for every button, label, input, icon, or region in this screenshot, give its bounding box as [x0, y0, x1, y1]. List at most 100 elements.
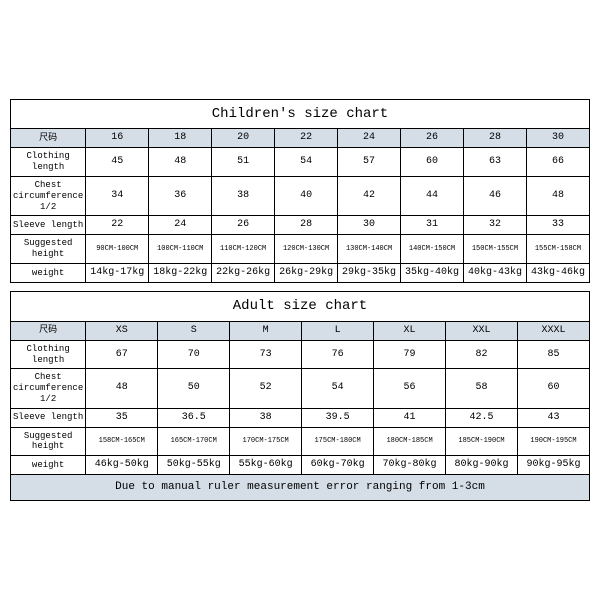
children-size-1: 18 — [149, 129, 212, 148]
adult-cell: 175CM-180CM — [302, 427, 374, 456]
adult-cell: 158CM-165CM — [86, 427, 158, 456]
adult-row-4-label: weight — [11, 456, 86, 475]
children-cell: 51 — [212, 148, 275, 177]
children-size-6: 28 — [463, 129, 526, 148]
adult-cell: 36.5 — [158, 408, 230, 427]
children-row-0: Clothing length 45 48 51 54 57 60 63 66 — [11, 148, 590, 177]
adult-size-2: M — [230, 321, 302, 340]
children-title-row: Children's size chart — [11, 99, 590, 129]
adult-cell: 50kg-55kg — [158, 456, 230, 475]
adult-table: Adult size chart 尺码 XS S M L XL XXL XXXL… — [10, 291, 590, 502]
adult-cell: 60 — [517, 369, 589, 408]
children-cell: 45 — [86, 148, 149, 177]
adult-row-3-label: Suggested height — [11, 427, 86, 456]
children-cell: 31 — [401, 216, 464, 235]
children-row-3: Suggested height 90CM-100CM 100CM-110CM … — [11, 235, 590, 264]
children-size-3: 22 — [275, 129, 338, 148]
adult-cell: 54 — [302, 369, 374, 408]
children-row-4-label: weight — [11, 263, 86, 282]
adult-footer-row: Due to manual ruler measurement error ra… — [11, 475, 590, 501]
children-cell: 46 — [463, 176, 526, 215]
children-cell: 130CM-140CM — [338, 235, 401, 264]
children-row-1-label: Chest circumference 1/2 — [11, 176, 86, 215]
adult-size-5: XXL — [446, 321, 518, 340]
children-cell: 14kg-17kg — [86, 263, 149, 282]
adult-cell: 82 — [446, 340, 518, 369]
adult-cell: 42.5 — [446, 408, 518, 427]
adult-size-3: L — [302, 321, 374, 340]
children-cell: 36 — [149, 176, 212, 215]
children-cell: 26 — [212, 216, 275, 235]
adult-cell: 41 — [374, 408, 446, 427]
adult-cell: 180CM-185CM — [374, 427, 446, 456]
adult-cell: 60kg-70kg — [302, 456, 374, 475]
children-header-label: 尺码 — [11, 129, 86, 148]
adult-row-3: Suggested height 158CM-165CM 165CM-170CM… — [11, 427, 590, 456]
children-cell: 60 — [401, 148, 464, 177]
children-cell: 155CM-158CM — [526, 235, 589, 264]
children-cell: 48 — [149, 148, 212, 177]
children-cell: 38 — [212, 176, 275, 215]
adult-size-chart: Adult size chart 尺码 XS S M L XL XXL XXXL… — [10, 291, 590, 502]
adult-cell: 48 — [86, 369, 158, 408]
children-cell: 110CM-120CM — [212, 235, 275, 264]
children-cell: 24 — [149, 216, 212, 235]
measurement-note: Due to manual ruler measurement error ra… — [11, 475, 590, 501]
adult-cell: 79 — [374, 340, 446, 369]
adult-cell: 39.5 — [302, 408, 374, 427]
children-header-row: 尺码 16 18 20 22 24 26 28 30 — [11, 129, 590, 148]
children-row-2: Sleeve length 22 24 26 28 30 31 32 33 — [11, 216, 590, 235]
children-cell: 28 — [275, 216, 338, 235]
adult-cell: 165CM-170CM — [158, 427, 230, 456]
children-row-3-label: Suggested height — [11, 235, 86, 264]
adult-cell: 35 — [86, 408, 158, 427]
adult-row-2-label: Sleeve length — [11, 408, 86, 427]
children-size-chart: Children's size chart 尺码 16 18 20 22 24 … — [10, 99, 590, 283]
adult-cell: 170CM-175CM — [230, 427, 302, 456]
children-size-7: 30 — [526, 129, 589, 148]
adult-cell: 70 — [158, 340, 230, 369]
adult-cell: 85 — [517, 340, 589, 369]
children-cell: 35kg-40kg — [401, 263, 464, 282]
adult-cell: 56 — [374, 369, 446, 408]
adult-cell: 58 — [446, 369, 518, 408]
children-size-2: 20 — [212, 129, 275, 148]
children-cell: 140CM-150CM — [401, 235, 464, 264]
children-cell: 57 — [338, 148, 401, 177]
adult-cell: 73 — [230, 340, 302, 369]
children-cell: 43kg-46kg — [526, 263, 589, 282]
children-cell: 66 — [526, 148, 589, 177]
children-title: Children's size chart — [11, 99, 590, 129]
children-row-0-label: Clothing length — [11, 148, 86, 177]
adult-cell: 70kg-80kg — [374, 456, 446, 475]
adult-cell: 90kg-95kg — [517, 456, 589, 475]
children-cell: 26kg-29kg — [275, 263, 338, 282]
children-row-2-label: Sleeve length — [11, 216, 86, 235]
adult-cell: 46kg-50kg — [86, 456, 158, 475]
children-cell: 32 — [463, 216, 526, 235]
children-size-5: 26 — [401, 129, 464, 148]
adult-title-row: Adult size chart — [11, 291, 590, 321]
children-cell: 54 — [275, 148, 338, 177]
children-size-4: 24 — [338, 129, 401, 148]
adult-row-1: Chest circumference 1/2 48 50 52 54 56 5… — [11, 369, 590, 408]
adult-header-row: 尺码 XS S M L XL XXL XXXL — [11, 321, 590, 340]
children-cell: 63 — [463, 148, 526, 177]
children-cell: 40 — [275, 176, 338, 215]
adult-size-4: XL — [374, 321, 446, 340]
adult-cell: 80kg-90kg — [446, 456, 518, 475]
adult-row-0-label: Clothing length — [11, 340, 86, 369]
adult-cell: 190CM-195CM — [517, 427, 589, 456]
children-cell: 29kg-35kg — [338, 263, 401, 282]
children-cell: 33 — [526, 216, 589, 235]
children-cell: 22kg-26kg — [212, 263, 275, 282]
adult-cell: 43 — [517, 408, 589, 427]
children-row-1: Chest circumference 1/2 34 36 38 40 42 4… — [11, 176, 590, 215]
adult-cell: 52 — [230, 369, 302, 408]
children-cell: 90CM-100CM — [86, 235, 149, 264]
children-size-0: 16 — [86, 129, 149, 148]
children-table: Children's size chart 尺码 16 18 20 22 24 … — [10, 99, 590, 283]
adult-header-label: 尺码 — [11, 321, 86, 340]
adult-title: Adult size chart — [11, 291, 590, 321]
children-cell: 48 — [526, 176, 589, 215]
